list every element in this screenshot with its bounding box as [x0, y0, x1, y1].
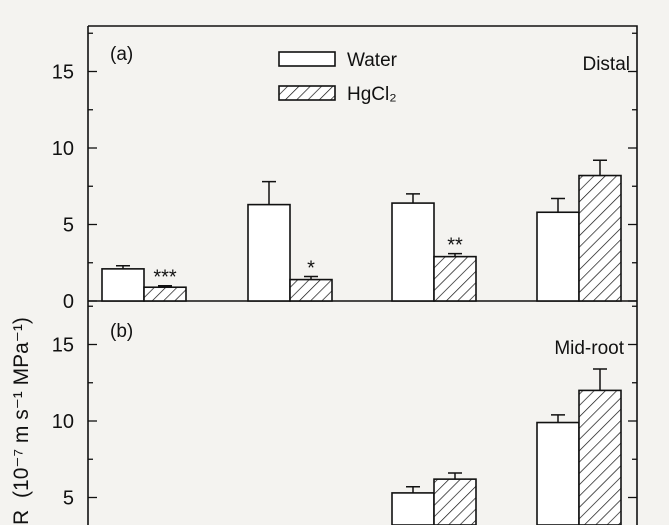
y-tick-label: 5: [63, 215, 74, 237]
bar-water-group-3: [391, 492, 435, 525]
bar-hgcl2-group-4: [578, 174, 622, 302]
bar-water-group-1: [101, 268, 145, 302]
error-bar: [262, 180, 276, 205]
bar-hgcl2-group-3: [433, 478, 477, 525]
panel-a-label: (a): [110, 44, 133, 65]
bar-hgcl2-group-3: [433, 255, 477, 302]
y-tick-label: 10: [52, 411, 74, 433]
y-tick-label: 15: [52, 62, 74, 84]
bar-water-group-4: [536, 211, 580, 302]
significance-marker: **: [447, 235, 463, 257]
panel-b-region-label: Mid-root: [554, 338, 624, 359]
error-bar: [551, 414, 565, 423]
legend: Water HgCl₂: [278, 50, 398, 105]
y-axis-label-units: (10⁻⁷ m s⁻¹ MPa⁻¹): [10, 317, 33, 498]
error-bar: [593, 368, 607, 391]
error-bar: [448, 252, 462, 257]
error-bar: [116, 265, 130, 269]
panel-b-plot: 5 10 15: [52, 305, 637, 525]
panel-a-region-label: Distal: [582, 54, 630, 75]
error-bar: [304, 275, 318, 280]
error-bar: [551, 197, 565, 213]
bar-hgcl2-group-4: [578, 389, 622, 525]
legend-label-water: Water: [347, 50, 398, 71]
legend-swatch-hgcl2: [278, 85, 336, 101]
significance-marker: *: [307, 258, 315, 280]
bar-water-group-2: [247, 203, 291, 302]
significance-marker: ***: [153, 267, 177, 289]
panel-b-frame: [87, 301, 638, 525]
y-axis-label: R (10⁻⁷ m s⁻¹ MPa⁻¹): [10, 317, 33, 525]
error-bar: [406, 193, 420, 204]
error-bar: [406, 486, 420, 493]
y-axis-label-clipped: R: [10, 510, 33, 525]
y-tick-label: 5: [63, 488, 74, 510]
y-tick-label: 0: [63, 291, 74, 313]
error-bar: [593, 159, 607, 176]
error-bar: [158, 284, 172, 288]
error-bar: [448, 472, 462, 480]
y-tick-label: 15: [52, 335, 74, 357]
bar-water-group-3: [391, 202, 435, 302]
y-tick-label: 10: [52, 138, 74, 160]
bar-hgcl2-group-2: [289, 278, 333, 302]
bar-hgcl2-group-1: [143, 286, 187, 302]
legend-label-hgcl2: HgCl₂: [347, 84, 397, 105]
legend-swatch-water: [278, 51, 336, 67]
bar-water-group-4: [536, 421, 580, 525]
panel-b-label: (b): [110, 321, 133, 342]
